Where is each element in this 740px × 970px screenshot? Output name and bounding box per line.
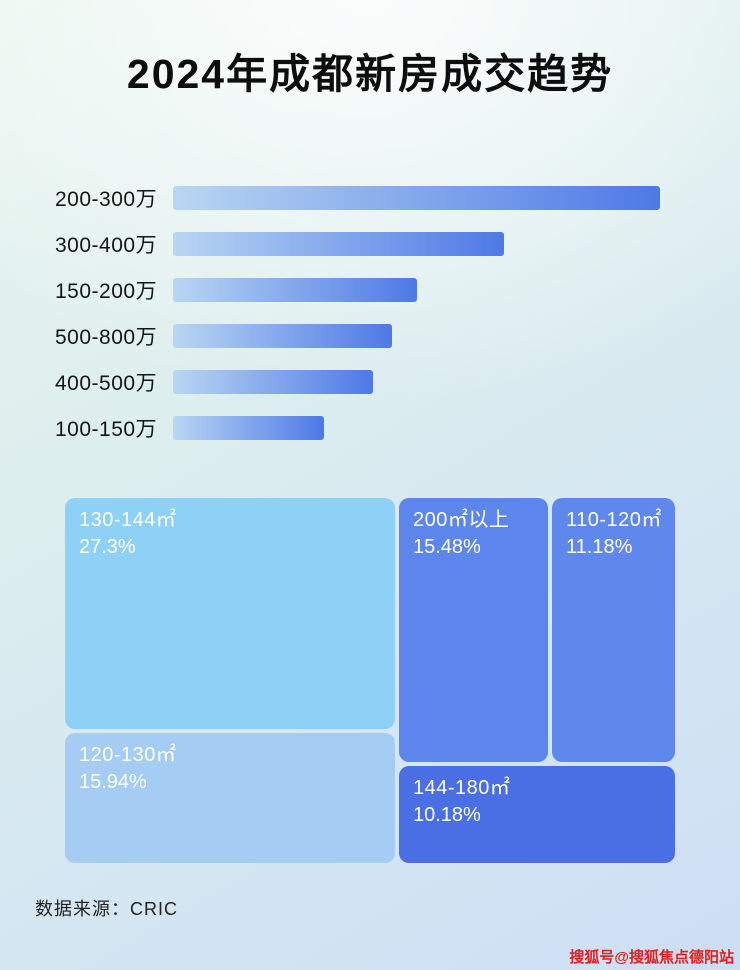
bar-label: 500-800万 xyxy=(55,326,158,349)
bar-row: 500-800万 xyxy=(55,324,660,349)
bar-label: 300-400万 xyxy=(55,234,158,257)
treemap-box-label: 120-130㎡ xyxy=(79,744,177,766)
bar-label: 400-500万 xyxy=(55,372,158,395)
bar xyxy=(173,278,417,302)
treemap-box-value: 15.94% xyxy=(79,771,147,793)
bar-row: 150-200万 xyxy=(55,278,660,303)
page-title: 2024年成都新房成交趋势 xyxy=(126,51,614,97)
area-size-treemap: 130-144㎡ 27.3% 200㎡以上 15.48% 110-120㎡ 11… xyxy=(65,498,675,863)
treemap-box-144-180: 144-180㎡ 10.18% xyxy=(399,766,675,863)
treemap-box-label: 200㎡以上 xyxy=(413,509,510,531)
bar-track xyxy=(173,324,660,348)
bar-row: 100-150万 xyxy=(55,416,660,441)
bar xyxy=(173,186,660,210)
bar-label: 200-300万 xyxy=(55,188,158,211)
bar-row: 300-400万 xyxy=(55,232,660,257)
treemap-box-label: 130-144㎡ xyxy=(79,509,177,531)
price-band-bar-chart: 200-300万 300-400万 150-200万 500-800万 400-… xyxy=(55,186,660,462)
watermark: 搜狐号@搜狐焦点德阳站 xyxy=(569,949,734,966)
treemap-box-label: 110-120㎡ xyxy=(566,509,662,531)
bar-label: 150-200万 xyxy=(55,280,158,303)
bar-track xyxy=(173,278,660,302)
bar xyxy=(173,416,324,440)
bar-row: 400-500万 xyxy=(55,370,660,395)
bar-track xyxy=(173,186,660,210)
treemap-box-130-144: 130-144㎡ 27.3% xyxy=(65,498,395,729)
treemap-box-110-120: 110-120㎡ 11.18% xyxy=(552,498,675,762)
bar xyxy=(173,324,393,348)
bar-track xyxy=(173,416,660,440)
treemap-box-value: 10.18% xyxy=(413,804,481,826)
treemap-box-label: 144-180㎡ xyxy=(413,777,511,799)
bar-track xyxy=(173,232,660,256)
data-source: 数据来源：CRIC xyxy=(35,899,178,919)
treemap-box-value: 11.18% xyxy=(566,536,633,558)
bar xyxy=(173,232,505,256)
bar-track xyxy=(173,370,660,394)
treemap-box-value: 15.48% xyxy=(413,536,481,558)
treemap-box-200-plus: 200㎡以上 15.48% xyxy=(399,498,548,762)
treemap-box-120-130: 120-130㎡ 15.94% xyxy=(65,733,395,863)
bar xyxy=(173,370,373,394)
treemap-box-value: 27.3% xyxy=(79,536,136,558)
bar-row: 200-300万 xyxy=(55,186,660,211)
bar-label: 100-150万 xyxy=(55,418,158,441)
